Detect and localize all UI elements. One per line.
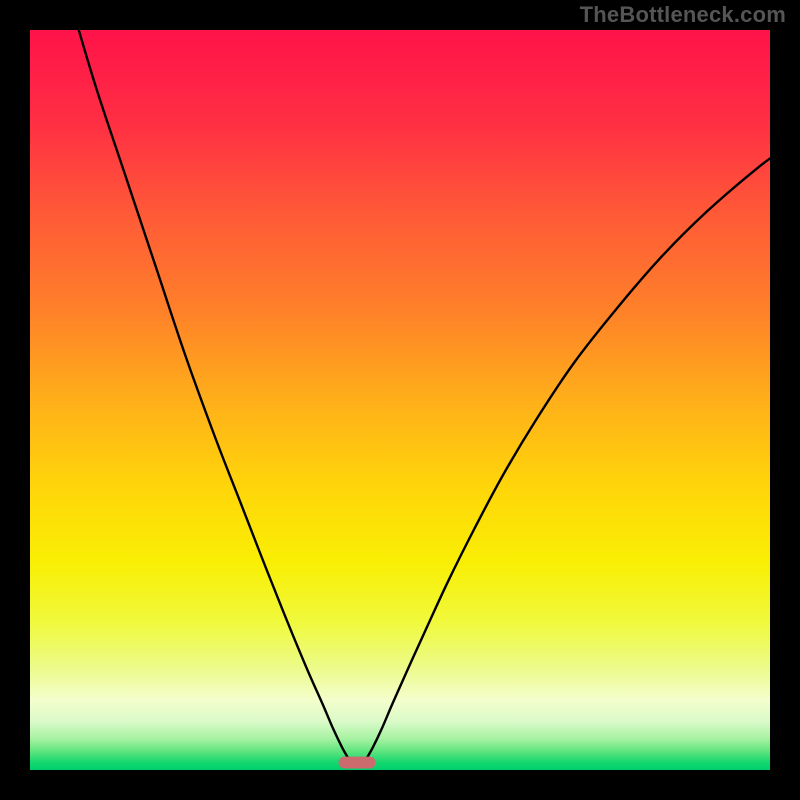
- chart-container: { "watermark": { "text": "TheBottleneck.…: [0, 0, 800, 800]
- watermark-text: TheBottleneck.com: [580, 2, 786, 28]
- bottleneck-marker: [339, 757, 376, 769]
- curve-layer: [30, 30, 770, 770]
- plot-area: [30, 30, 770, 770]
- left-curve: [74, 30, 348, 758]
- right-curve: [367, 148, 770, 758]
